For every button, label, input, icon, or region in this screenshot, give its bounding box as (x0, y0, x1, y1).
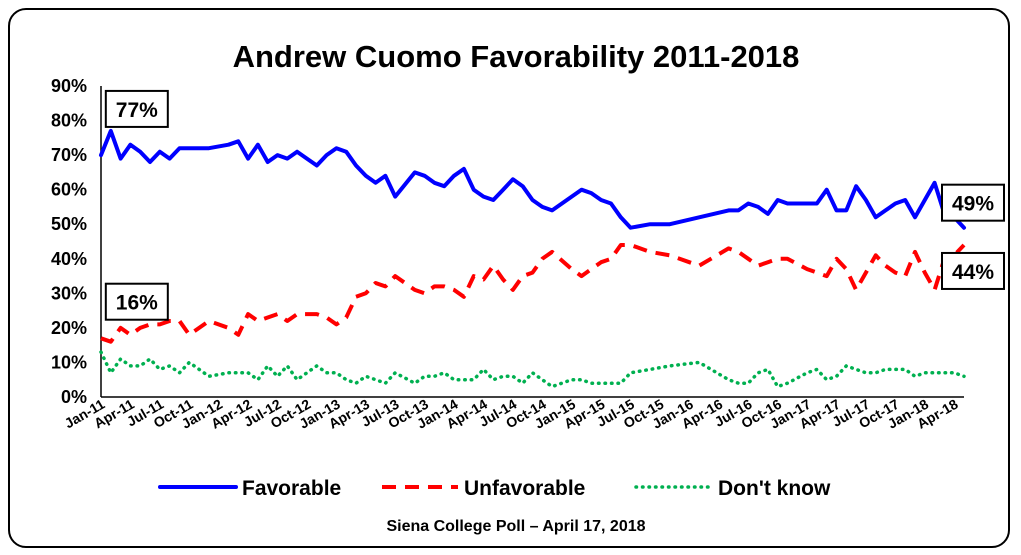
callout-favorable: 49% (941, 183, 1005, 222)
callout-label: 49% (952, 193, 994, 216)
callout-box (941, 183, 1005, 222)
legend-item-unfavorable: Unfavorable (382, 477, 585, 500)
legend-label: Don't know (718, 477, 831, 500)
callout-unfavorable: 16% (104, 282, 169, 321)
callout-box (104, 89, 169, 128)
callout-label: 44% (952, 261, 994, 284)
source-note: Siena College Poll – April 17, 2018 (386, 518, 645, 535)
y-tick-label: 0% (61, 387, 87, 407)
y-tick-label: 30% (51, 283, 87, 303)
chart-frame (8, 8, 1010, 548)
value-callouts: 77% 16% 49% 44% (104, 89, 1005, 321)
callout-unfavorable: 44% (941, 251, 1005, 290)
series-lines (99, 128, 966, 389)
callout-box (104, 282, 169, 321)
y-tick-label: 10% (51, 352, 87, 372)
y-tick-label: 90% (51, 76, 87, 96)
y-tick-label: 40% (51, 249, 87, 269)
y-tick-label: 70% (51, 145, 87, 165)
legend-label: Unfavorable (464, 477, 585, 500)
callout-box (941, 251, 1005, 290)
legend-label: Favorable (242, 477, 341, 500)
y-tick-label: 60% (51, 180, 87, 200)
series-line-favorable (99, 128, 966, 230)
y-tick-label: 80% (51, 111, 87, 131)
y-tick-label: 20% (51, 318, 87, 338)
y-tick-label: 50% (51, 214, 87, 234)
legend-item-don-t-know: Don't know (634, 477, 831, 500)
chart-title: Andrew Cuomo Favorability 2011-2018 (233, 39, 800, 74)
x-axis-ticks: Jan-11Apr-11Jul-11Oct-11Jan-12Apr-12Jul-… (62, 396, 961, 432)
legend-item-favorable: Favorable (158, 477, 341, 500)
callout-favorable: 77% (104, 89, 169, 128)
series-line-unfavorable (100, 243, 966, 344)
y-axis-ticks: 0% 10% 20% 30% 40% 50% 60% 70% 80% 90% (51, 76, 87, 407)
series-line-don-t-know (99, 350, 966, 389)
callout-label: 16% (116, 292, 158, 315)
legend: Favorable Unfavorable Don't know (158, 477, 831, 500)
callout-label: 77% (116, 99, 158, 122)
